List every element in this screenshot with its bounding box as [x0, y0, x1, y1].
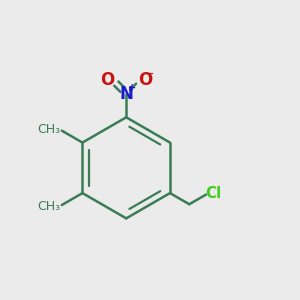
Text: −: − — [145, 69, 154, 79]
Text: O: O — [138, 71, 152, 89]
Text: Cl: Cl — [205, 186, 222, 201]
Text: CH₃: CH₃ — [37, 200, 60, 213]
Text: N: N — [119, 85, 133, 103]
Text: +: + — [128, 82, 136, 93]
Text: O: O — [100, 71, 114, 89]
Text: CH₃: CH₃ — [37, 123, 60, 136]
